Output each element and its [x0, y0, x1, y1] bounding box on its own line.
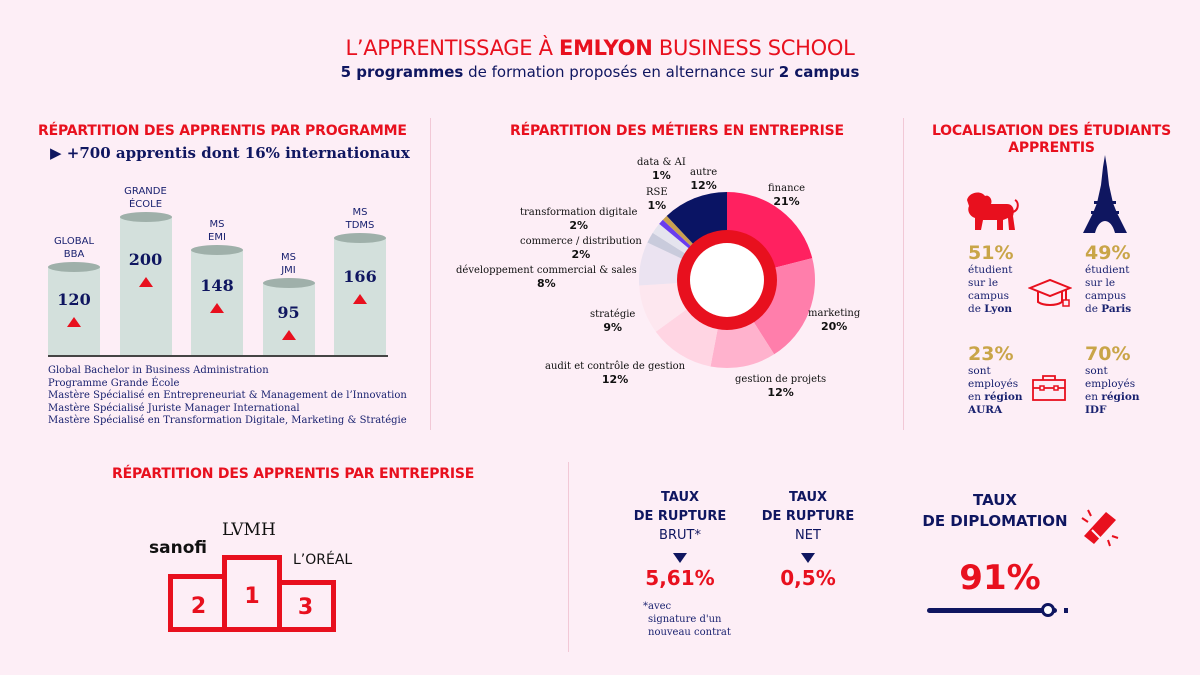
- bar-3: MS JMI 95: [262, 251, 315, 355]
- donut-label: finance 21%: [768, 183, 806, 208]
- donut-label: commerce / distribution 2%: [520, 236, 642, 261]
- donut-chart: [639, 192, 815, 368]
- metiers-title: RÉPARTITION DES MÉTIERS EN ENTREPRISE: [510, 123, 844, 139]
- logo-loreal: L’ORÉAL: [293, 552, 353, 568]
- legend-item: Mastère Spécialisé en Entrepreneuriat & …: [48, 390, 407, 401]
- page-title: L’APPRENTISSAGE À EMLYON BUSINESS SCHOOL: [345, 36, 855, 60]
- triangle-icon: [353, 293, 367, 304]
- diplomation-value: 91%: [959, 558, 1041, 598]
- legend-item: Mastère Spécialisé Juriste Manager Inter…: [48, 402, 300, 414]
- bar-mark: 166: [334, 233, 386, 355]
- bar-mark: 148: [191, 244, 243, 355]
- bar-mark: 120: [48, 262, 100, 355]
- bar-mark: 200: [119, 212, 172, 355]
- lion-icon: [967, 192, 1019, 230]
- stat-aura: 23% sont employés en région AURA: [968, 343, 1023, 416]
- donut-label: autre 12%: [690, 167, 718, 192]
- stat-paris: 49% étudient sur le campus de Paris: [1085, 242, 1132, 315]
- divider: [568, 462, 569, 652]
- bar-value: 166: [343, 266, 377, 286]
- localisation-title: LOCALISATION DES ÉTUDIANTS APPRENTIS: [931, 123, 1172, 156]
- progress-end: [1064, 608, 1068, 613]
- podium-2: 2: [168, 574, 224, 632]
- donut-label: data & AI 1%: [637, 157, 686, 182]
- bar-value: 200: [128, 249, 163, 269]
- programmes-title: RÉPARTITION DES APPRENTIS PAR PROGRAMME: [38, 123, 407, 139]
- logo-sanofi: sanofi: [149, 538, 207, 558]
- bar-1: GRANDE ÉCOLE 200: [119, 185, 172, 355]
- legend-item: Global Bachelor in Business Administrati…: [48, 365, 269, 376]
- rupture-net: TAUX DE RUPTURE NET 0,5%: [761, 490, 855, 590]
- logo-lvmh: LVMH: [222, 520, 276, 540]
- bar-2: MS EMI 148: [191, 218, 243, 355]
- legend-item: Mastère Spécialisé en Transformation Dig…: [48, 415, 407, 426]
- bar-value: 120: [57, 289, 91, 309]
- bar-4: MS TDMS 166: [334, 206, 386, 355]
- bar-label: MS EMI: [208, 218, 226, 243]
- bar-mark: 95: [262, 278, 315, 355]
- baseline: [48, 355, 388, 357]
- podium-1: 1: [222, 555, 282, 632]
- rupture-note: *avec signature d'un nouveau contrat: [643, 601, 731, 638]
- donut-label: développement commercial & sales 8%: [456, 265, 637, 290]
- programmes-legend: Global Bachelor in Business Administrati…: [48, 365, 407, 428]
- bar-0: GLOBAL BBA 120: [48, 235, 100, 355]
- donut-label: RSE 1%: [646, 187, 668, 212]
- diplomation: TAUX DE DIPLOMATION: [922, 491, 1068, 530]
- entreprises-title: RÉPARTITION DES APPRENTIS PAR ENTREPRISE: [112, 466, 475, 482]
- donut-label: gestion de projets 12%: [735, 374, 827, 399]
- divider: [903, 118, 904, 430]
- page-subtitle: 5 programmes de formation proposés en al…: [340, 63, 860, 81]
- eiffel-tower-icon: [1083, 155, 1127, 233]
- donut-label: audit et contrôle de gestion 12%: [545, 361, 686, 386]
- bar-label: MS JMI: [281, 252, 296, 277]
- donut-label: marketing 20%: [808, 308, 861, 333]
- triangle-icon: [281, 329, 296, 340]
- triangle-icon: [138, 276, 153, 287]
- progress-knob: [1041, 603, 1056, 617]
- bar-chart: GLOBAL BBA 120 GRANDE ÉCOLE 200 MS EMI 148 …: [48, 160, 388, 355]
- bar-value: 148: [200, 275, 234, 295]
- donut-label: stratégie 9%: [590, 309, 636, 334]
- programmes-highlight: ▶ +700 apprentis dont 16% internationaux: [50, 144, 410, 162]
- divider: [430, 118, 431, 430]
- triangle-icon: [210, 302, 224, 313]
- briefcase-icon: [1032, 375, 1066, 401]
- stat-lyon: 51% étudient sur le campus de Lyon: [968, 242, 1014, 315]
- triangle-icon: [67, 316, 81, 327]
- podium-3: 3: [280, 580, 336, 632]
- stat-idf: 70% sont employés en région IDF: [1085, 343, 1140, 416]
- diplomation-progress: [927, 608, 1057, 613]
- donut-hole: [690, 243, 764, 317]
- bar-label: GLOBAL BBA: [53, 236, 95, 261]
- graduation-cap-icon: [1028, 278, 1072, 307]
- bar-label: MS TDMS: [345, 207, 375, 232]
- bar-label: GRANDE ÉCOLE: [124, 186, 167, 210]
- diploma-icon: [1081, 509, 1119, 547]
- rupture-brut: TAUX DE RUPTURE BRUT* 5,61%: [633, 490, 727, 590]
- bar-value: 95: [277, 302, 300, 322]
- donut-label: transformation digitale 2%: [520, 207, 638, 232]
- legend-item: Programme Grande École: [48, 377, 180, 389]
